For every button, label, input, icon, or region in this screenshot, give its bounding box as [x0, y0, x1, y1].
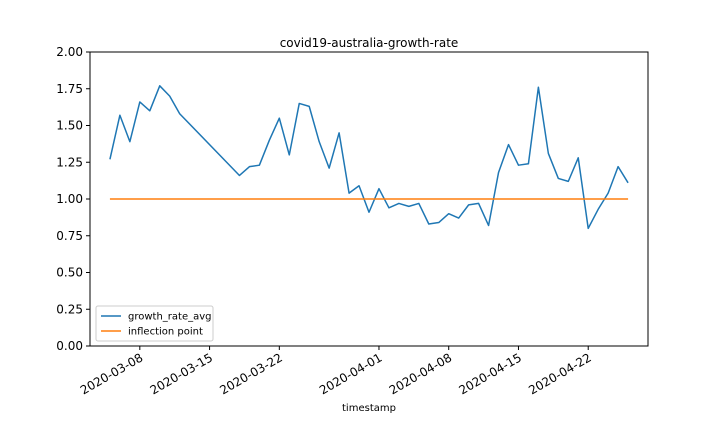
chart-title: covid19-australia-growth-rate	[280, 36, 459, 50]
x-tick-label: 2020-04-15	[457, 350, 524, 397]
y-tick-label: 2.00	[56, 45, 83, 59]
plot-frame	[89, 51, 649, 347]
x-tick-label: 2020-04-22	[526, 350, 593, 397]
legend-label-inflection-point: inflection point	[128, 327, 203, 338]
x-tick-label: 2020-03-08	[78, 350, 145, 397]
y-tick-label: 1.25	[56, 155, 83, 169]
x-tick-label: 2020-03-15	[148, 350, 215, 397]
x-axis: 2020-03-08 2020-03-15 2020-03-22 2020-04-01…	[78, 346, 594, 397]
y-tick-label: 0.25	[56, 302, 83, 316]
x-tick-label: 2020-03-22	[217, 350, 284, 397]
legend-box	[95, 305, 214, 342]
y-tick-label: 0.50	[56, 266, 83, 280]
y-tick-label: 0.00	[56, 339, 83, 353]
y-tick-label: 0.75	[56, 229, 83, 243]
x-tick-label: 2020-04-01	[317, 350, 384, 397]
y-tick-label: 1.00	[56, 192, 83, 206]
y-tick-label: 1.50	[56, 119, 83, 133]
y-tick-label: 1.75	[56, 82, 83, 96]
plot-area	[109, 85, 629, 230]
series-line-growth-rate-avg	[109, 85, 629, 230]
legend-label-growth-rate-avg: growth_rate_avg	[128, 312, 212, 323]
x-tick-label: 2020-04-08	[387, 350, 454, 397]
legend: growth_rate_avg inflection point	[95, 305, 214, 342]
y-axis: 0.00 0.25 0.50 0.75 1.00 1.25 1.50 1.75 2.00	[56, 45, 90, 353]
x-axis-label: timestamp	[342, 403, 396, 414]
